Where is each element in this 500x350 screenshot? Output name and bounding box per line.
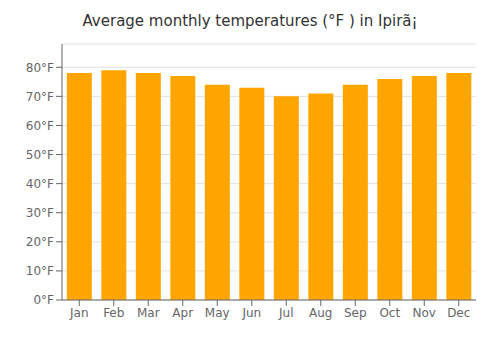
- svg-text:Mar: Mar: [137, 306, 160, 320]
- svg-text:Aug: Aug: [309, 306, 332, 320]
- svg-text:50°F: 50°F: [26, 148, 54, 162]
- svg-text:Dec: Dec: [447, 306, 470, 320]
- svg-text:80°F: 80°F: [26, 61, 54, 75]
- svg-text:20°F: 20°F: [26, 235, 54, 249]
- svg-text:40°F: 40°F: [26, 177, 54, 191]
- svg-text:60°F: 60°F: [26, 119, 54, 133]
- svg-text:Jan: Jan: [69, 306, 89, 320]
- svg-text:Nov: Nov: [413, 306, 436, 320]
- svg-text:30°F: 30°F: [26, 206, 54, 220]
- svg-text:Apr: Apr: [172, 306, 193, 320]
- svg-text:Jul: Jul: [278, 306, 293, 320]
- svg-text:Oct: Oct: [379, 306, 400, 320]
- svg-text:70°F: 70°F: [26, 90, 54, 104]
- svg-text:May: May: [205, 306, 230, 320]
- svg-text:Feb: Feb: [103, 306, 124, 320]
- html-text:Average monthly temperatures (: Average monthly temperatures (°F ) in Ip…: [82, 12, 418, 30]
- svg-text:0°F: 0°F: [33, 293, 54, 307]
- svg-text:Jun: Jun: [241, 306, 261, 320]
- svg-text:Sep: Sep: [344, 306, 367, 320]
- svg-text:10°F: 10°F: [26, 264, 54, 278]
